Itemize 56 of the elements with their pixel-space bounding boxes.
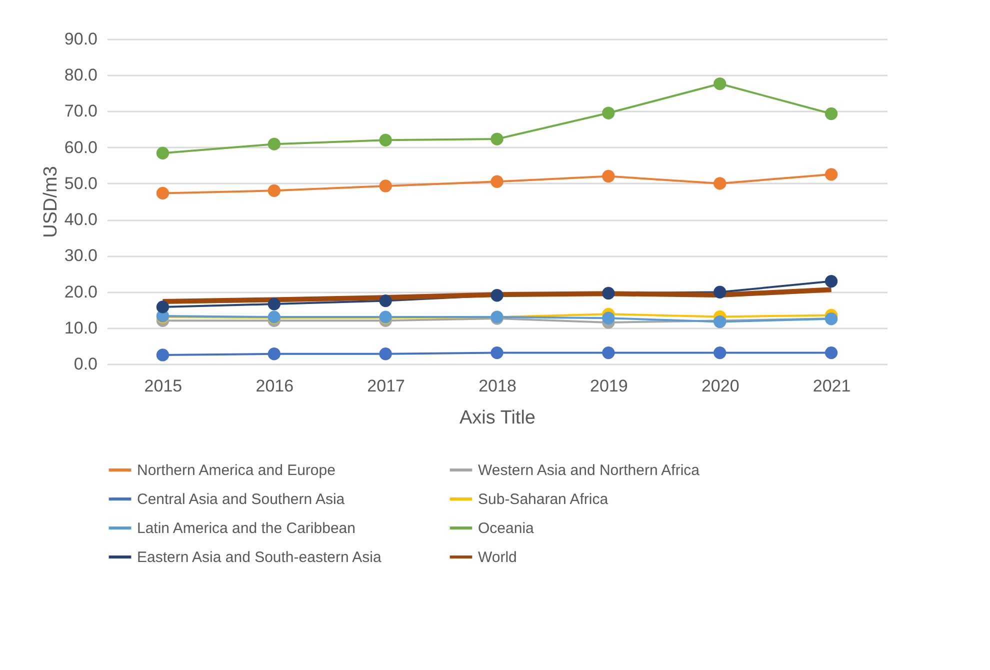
legend-label: Oceania — [478, 520, 535, 537]
y-tick-label: 80.0 — [64, 66, 98, 85]
point — [268, 348, 280, 360]
point — [379, 294, 392, 308]
point — [824, 274, 838, 288]
point — [824, 107, 838, 120]
x-tick-label: 2017 — [367, 376, 405, 396]
point — [602, 312, 615, 324]
point — [714, 77, 726, 90]
x-tick-label: 2021 — [812, 376, 851, 396]
point — [490, 175, 504, 188]
point — [156, 300, 170, 314]
x-tick-label: 2020 — [701, 376, 740, 396]
point — [268, 184, 280, 197]
point — [156, 146, 170, 160]
point — [156, 186, 170, 200]
legend-label: Western Asia and Northern Africa — [478, 462, 700, 479]
point — [379, 180, 392, 192]
legend-label: World — [478, 549, 517, 566]
x-tick-label: 2015 — [144, 376, 182, 396]
point — [602, 286, 615, 300]
point — [714, 286, 726, 298]
point — [602, 346, 615, 360]
point — [602, 106, 615, 120]
legend-label: Eastern Asia and South-eastern Asia — [137, 549, 382, 566]
x-axis-title: Axis Title — [459, 408, 536, 428]
legend-label: Latin America and the Caribbean — [137, 520, 356, 537]
x-tick-label: 2018 — [478, 376, 516, 396]
point — [824, 168, 838, 181]
legend-label: Northern America and Europe — [137, 462, 336, 479]
y-axis-title: USD/m3 — [40, 166, 62, 238]
point — [490, 289, 504, 302]
legend-label: Sub-Saharan Africa — [478, 491, 609, 508]
point — [490, 346, 504, 360]
point — [156, 348, 170, 362]
y-tick-label: 30.0 — [64, 246, 98, 266]
y-tick-label: 50.0 — [64, 174, 98, 193]
point — [714, 346, 726, 360]
y-tick-label: 60.0 — [64, 138, 98, 157]
point — [714, 177, 726, 190]
point — [268, 298, 280, 310]
point — [490, 132, 504, 146]
y-tick-label: 10.0 — [64, 318, 98, 338]
legend-label: Central Asia and Southern Asia — [137, 491, 346, 508]
point — [824, 346, 838, 360]
point — [268, 138, 280, 150]
y-tick-label: 90.0 — [64, 30, 98, 48]
x-tick-label: 2016 — [256, 376, 294, 396]
point — [379, 348, 392, 360]
y-tick-label: 70.0 — [64, 102, 98, 121]
point — [602, 170, 615, 183]
x-tick-label: 2019 — [590, 376, 628, 396]
y-tick-label: 0.0 — [74, 354, 98, 374]
y-tick-label: 40.0 — [64, 210, 98, 230]
y-tick-label: 20.0 — [64, 282, 98, 302]
point — [379, 134, 392, 146]
